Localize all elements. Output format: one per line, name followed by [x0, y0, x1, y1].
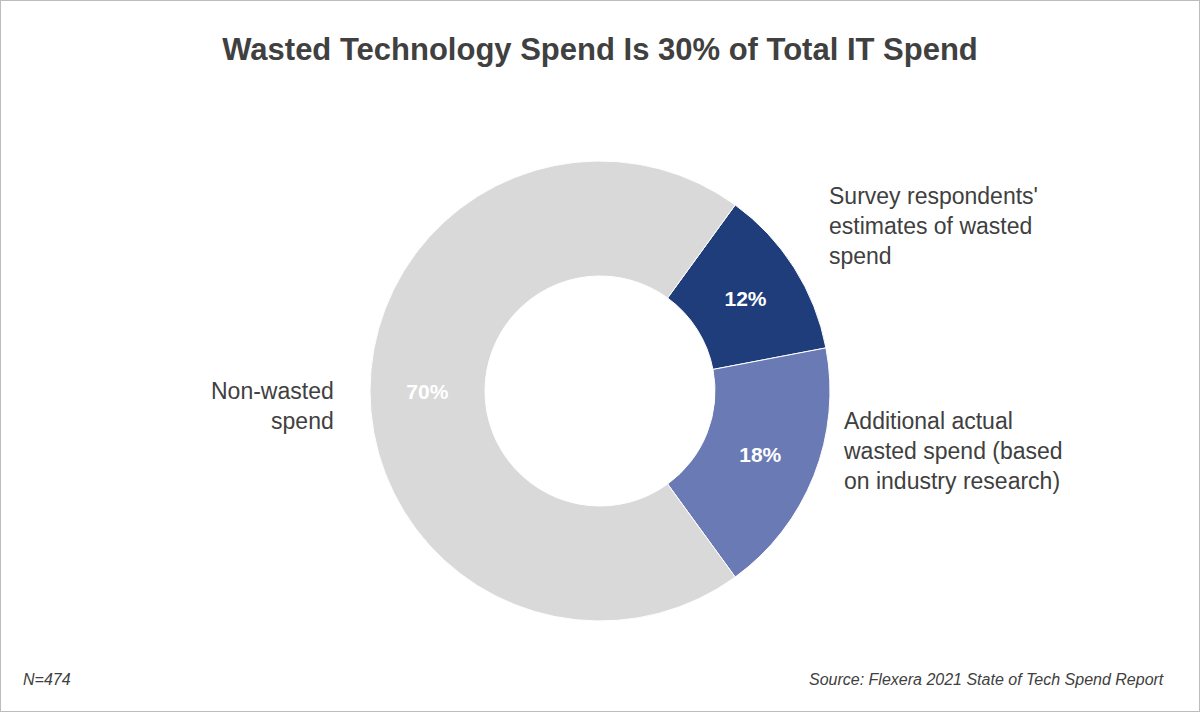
svg-text:N=474: N=474 — [23, 671, 71, 688]
svg-text:Non-wastedspend: Non-wastedspend — [211, 378, 334, 434]
svg-text:Wasted Technology Spend Is 30%: Wasted Technology Spend Is 30% of Total … — [222, 32, 978, 67]
svg-text:12%: 12% — [724, 287, 766, 310]
svg-text:Additional actualwasted spend: Additional actualwasted spend (basedon i… — [843, 408, 1063, 494]
svg-text:Survey respondents'estimates o: Survey respondents'estimates of wastedsp… — [829, 183, 1038, 269]
svg-text:Source: Flexera 2021 State of: Source: Flexera 2021 State of Tech Spend… — [809, 671, 1164, 688]
svg-text:18%: 18% — [739, 443, 781, 466]
svg-text:70%: 70% — [406, 380, 448, 403]
